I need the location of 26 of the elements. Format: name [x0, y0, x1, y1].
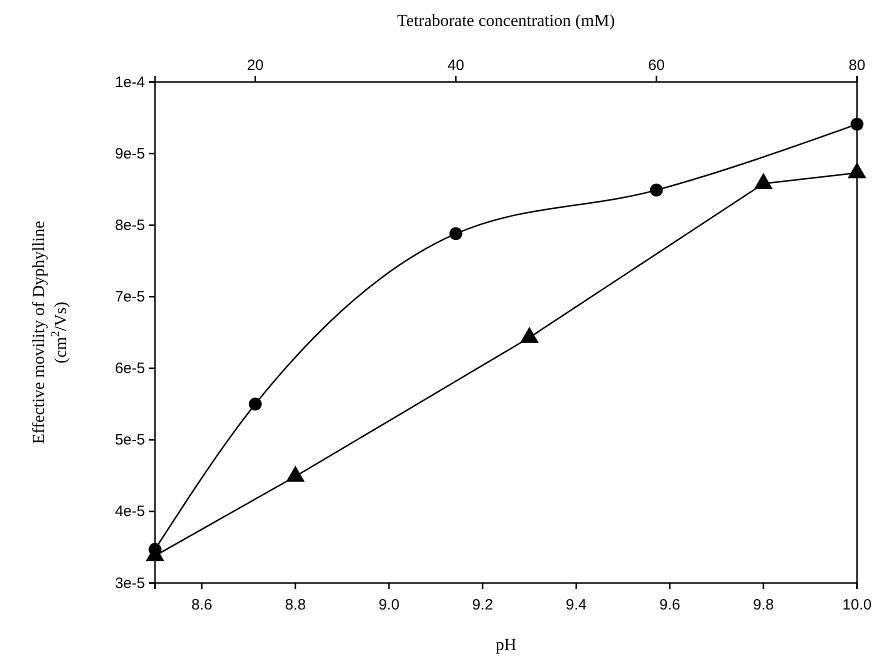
- point: [520, 326, 539, 343]
- x-axis-title: pH: [496, 635, 516, 654]
- x-tick-label: 9.4: [566, 596, 587, 614]
- point: [754, 172, 773, 190]
- x-tick-label: 8.6: [191, 596, 212, 614]
- x-tick-label: 8.8: [284, 596, 306, 614]
- x2-tick-label: 40: [448, 57, 464, 74]
- x2-tick-label: 80: [848, 57, 866, 74]
- x-tick-label: 9.0: [378, 596, 400, 614]
- y-tick-label: 7e-5: [114, 288, 145, 306]
- x-tick-label: 9.2: [472, 596, 494, 614]
- x2-tick-label: 60: [648, 57, 665, 74]
- y-tick-label: 6e-5: [114, 360, 145, 378]
- x-tick-label: 9.6: [659, 596, 680, 614]
- y-tick-label: 9e-5: [114, 145, 145, 162]
- point: [848, 162, 866, 178]
- x-tick-label: 10.0: [842, 596, 872, 614]
- y-tick-label: 4e-5: [114, 503, 145, 520]
- y-tick-label: 5e-5: [114, 432, 145, 449]
- x-tick-label: 9.8: [752, 596, 774, 614]
- y-tick-label: 1e-4: [114, 74, 145, 91]
- x2-tick-label: 20: [246, 57, 264, 74]
- y-tick-label: 3e-5: [114, 574, 145, 592]
- point: [286, 466, 305, 482]
- y-tick-label: 8e-5: [114, 216, 145, 234]
- x2-axis-title: Tetraborate concentration (mM): [397, 11, 615, 30]
